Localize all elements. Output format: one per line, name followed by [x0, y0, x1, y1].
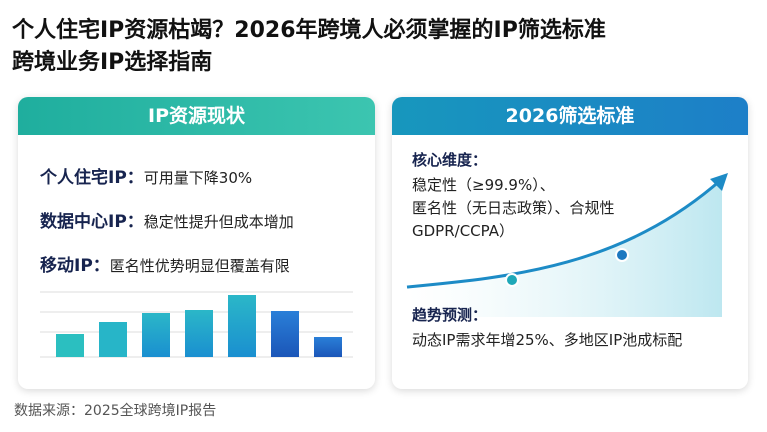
- card-title: 2026筛选标准: [392, 97, 748, 135]
- left-card: IP资源现状 个人住宅IP：可用量下降30% 数据中心IP：稳定性提升但成本增加…: [18, 97, 375, 389]
- subtitle: 跨境业务IP选择指南: [12, 50, 213, 75]
- title: 个人住宅IP资源枯竭？2026年跨境人必须掌握的IP筛选标准: [12, 18, 606, 43]
- bar-decoration: [40, 291, 353, 358]
- core-label: 核心维度：: [412, 151, 488, 169]
- item: 数据中心IP：稳定性提升但成本增加: [40, 207, 294, 232]
- trend-label: 趋势预测：: [412, 306, 488, 324]
- item-text: 匿名性优势明显但覆盖有限: [109, 257, 290, 275]
- item-text: 可用量下降30%: [143, 169, 253, 187]
- source: 数据来源：2025全球跨境IP报告: [14, 403, 217, 419]
- core-line: GDPR/CCPA）: [412, 222, 514, 240]
- card-title: IP资源现状: [18, 97, 375, 135]
- core-line: 稳定性（≥99.9%）、: [412, 176, 555, 194]
- item-label: 移动IP：: [40, 256, 110, 276]
- item-label: 个人住宅IP：: [40, 168, 144, 188]
- core-line: 匿名性（无日志政策）、合规性: [412, 199, 615, 217]
- item-text: 稳定性提升但成本增加: [143, 213, 294, 231]
- trend-text: 动态IP需求年增25%、多地区IP池成标配: [412, 331, 683, 349]
- item: 个人住宅IP：可用量下降30%: [40, 163, 252, 188]
- item-label: 数据中心IP：: [40, 212, 144, 232]
- right-card: 2026筛选标准 核心维度： 稳定性（≥99.9%）、 匿名性（无日志政策）、合…: [392, 97, 748, 389]
- trend-decoration: [406, 173, 728, 317]
- item: 移动IP：匿名性优势明显但覆盖有限: [40, 251, 290, 276]
